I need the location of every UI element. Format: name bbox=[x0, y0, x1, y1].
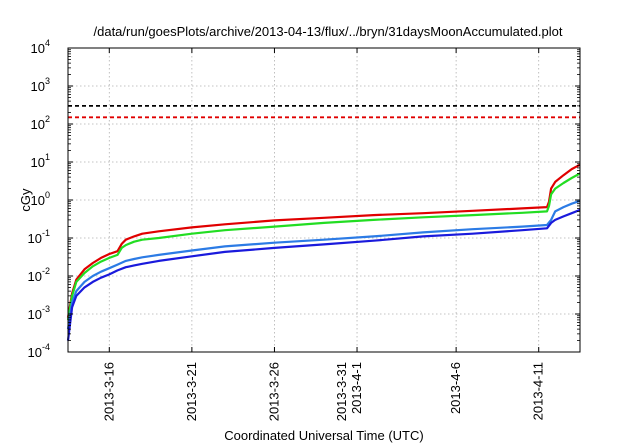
series-line bbox=[66, 172, 581, 321]
y-tick-label: 10-2 bbox=[28, 266, 50, 284]
x-tick-label: 2013-3-26 bbox=[267, 362, 282, 421]
y-tick-label: 10-1 bbox=[28, 228, 50, 246]
series-group bbox=[66, 163, 581, 341]
grid bbox=[68, 48, 580, 352]
y-tick-label: 10-3 bbox=[28, 304, 50, 322]
series-line bbox=[66, 199, 581, 330]
y-tick-label: 103 bbox=[31, 76, 50, 94]
threshold-lines bbox=[68, 104, 580, 119]
y-tick-label: 10-4 bbox=[28, 342, 50, 360]
y-tick-label: 101 bbox=[31, 152, 50, 170]
x-axis: 2013-3-16 2013-3-21 2013-3-26 2013-3-31 2013… bbox=[101, 48, 546, 421]
x-tick-label: 2013-4-1 bbox=[349, 362, 364, 414]
x-tick-label: 2013-4-6 bbox=[448, 362, 463, 414]
y-tick-label: 100 bbox=[31, 190, 50, 208]
x-axis-label: Coordinated Universal Time (UTC) bbox=[224, 428, 423, 443]
chart-title: /data/run/goesPlots/archive/2013-04-13/f… bbox=[94, 24, 563, 39]
series-line bbox=[66, 208, 581, 341]
y-tick-label: 102 bbox=[31, 114, 50, 132]
y-tick-label: 104 bbox=[31, 38, 50, 56]
x-tick-label: 2013-3-21 bbox=[184, 362, 199, 421]
x-tick-label: 2013-3-31 bbox=[334, 362, 349, 421]
series-line bbox=[66, 163, 581, 318]
x-tick-label: 2013-4-11 bbox=[531, 362, 546, 420]
x-tick-label: 2013-3-16 bbox=[101, 362, 116, 421]
y-axis-label: cGy bbox=[18, 188, 33, 212]
y-axis: 10-4 10-3 10-2 10-1 100 101 102 103 104 bbox=[28, 38, 580, 360]
